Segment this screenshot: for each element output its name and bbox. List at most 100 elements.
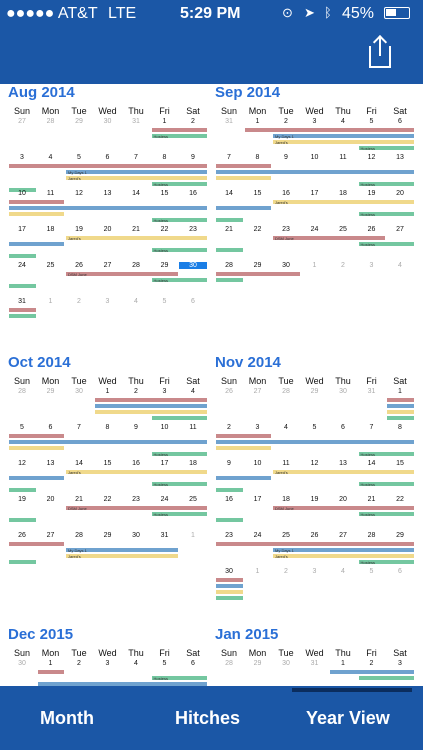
share-icon[interactable] (369, 35, 395, 70)
event-bar-red[interactable] (151, 128, 207, 132)
event-bar-yellow[interactable] (66, 554, 178, 558)
event-bar-green[interactable] (9, 284, 36, 288)
event-bar-yellow[interactable] (9, 212, 64, 216)
day-cell[interactable]: 7 (369, 424, 374, 431)
event-bar-yellow[interactable] (66, 176, 207, 180)
day-cell[interactable]: 16 (282, 190, 290, 197)
event-bar-green[interactable] (151, 512, 207, 516)
day-cell[interactable]: 28 (225, 660, 233, 667)
day-cell[interactable]: 31 (132, 118, 140, 125)
day-cell[interactable]: 29 (310, 388, 319, 395)
day-cell[interactable]: 14 (367, 460, 376, 467)
day-cell[interactable]: 27 (253, 388, 262, 395)
day-cell[interactable]: 11 (282, 460, 290, 467)
event-bar-red[interactable] (216, 272, 300, 276)
event-bar-yellow[interactable] (273, 470, 414, 474)
day-cell[interactable]: 18 (282, 496, 290, 503)
day-cell[interactable]: 30 (103, 118, 112, 125)
day-cell[interactable]: 30 (75, 388, 83, 395)
day-cell[interactable]: 29 (396, 532, 404, 539)
event-bar-red[interactable] (244, 128, 414, 132)
event-bar-red[interactable] (387, 398, 414, 402)
day-cell[interactable]: 27 (18, 118, 26, 125)
day-cell[interactable]: 22 (253, 226, 262, 233)
day-cell[interactable]: 29 (253, 660, 262, 667)
day-cell[interactable]: 31 (160, 532, 169, 539)
day-cell[interactable]: 19 (310, 496, 319, 503)
event-bar-green[interactable] (216, 596, 243, 600)
month-title[interactable]: Nov 2014 (215, 354, 281, 371)
day-cell[interactable]: 14 (132, 190, 140, 197)
day-cell[interactable]: 1 (255, 118, 260, 125)
day-cell[interactable]: 28 (75, 532, 83, 539)
event-bar-blue[interactable] (216, 206, 271, 210)
day-cell[interactable]: 5 (369, 568, 374, 575)
day-cell[interactable]: 2 (284, 568, 288, 575)
event-bar-green[interactable] (9, 518, 36, 522)
day-cell[interactable]: 28 (367, 532, 376, 539)
day-cell[interactable]: 26 (367, 226, 376, 233)
day-cell[interactable]: 3 (398, 660, 402, 667)
day-cell[interactable]: 2 (227, 424, 231, 431)
day-cell[interactable]: 6 (105, 154, 110, 161)
event-bar-yellow[interactable] (216, 590, 243, 594)
day-cell[interactable]: 6 (341, 424, 345, 431)
event-bar-blue[interactable] (330, 670, 414, 674)
event-bar-red[interactable] (94, 398, 207, 402)
day-cell[interactable]: 7 (77, 424, 81, 431)
day-cell[interactable]: 7 (227, 154, 231, 161)
event-bar-green[interactable] (151, 482, 207, 486)
day-cell[interactable]: 17 (160, 460, 169, 467)
event-bar-yellow[interactable] (387, 410, 414, 414)
day-cell[interactable]: 20 (46, 496, 55, 503)
day-cell[interactable]: 3 (369, 262, 374, 269)
day-cell[interactable]: 23 (132, 496, 140, 503)
event-bar-yellow[interactable] (66, 470, 207, 474)
event-bar-blue[interactable] (216, 584, 243, 588)
event-bar-green[interactable] (358, 146, 414, 150)
day-cell[interactable]: 1 (398, 388, 402, 395)
day-cell[interactable]: 3 (105, 660, 110, 667)
day-cell[interactable]: 1 (312, 262, 317, 269)
day-cell[interactable]: 26 (225, 388, 233, 395)
event-bar-blue[interactable] (9, 476, 64, 480)
event-bar-blue[interactable] (9, 440, 207, 444)
day-cell[interactable]: 21 (367, 496, 376, 503)
day-cell[interactable]: 20 (339, 496, 347, 503)
event-bar-green[interactable] (9, 188, 36, 192)
event-bar-green[interactable] (216, 248, 243, 252)
day-cell[interactable]: 10 (253, 460, 262, 467)
day-cell[interactable]: 29 (253, 262, 262, 269)
day-cell[interactable]: 6 (398, 568, 402, 575)
day-cell[interactable]: 2 (77, 660, 81, 667)
month-title[interactable]: Jan 2015 (215, 626, 279, 643)
event-bar-blue[interactable] (37, 682, 207, 686)
day-cell[interactable]: 31 (310, 660, 319, 667)
day-cell[interactable]: 25 (282, 532, 290, 539)
day-cell[interactable]: 27 (46, 532, 55, 539)
day-cell[interactable]: 17 (253, 496, 262, 503)
day-cell[interactable]: 1 (48, 660, 53, 667)
day-cell[interactable]: 21 (132, 226, 140, 233)
day-cell[interactable]: 4 (48, 154, 53, 161)
event-bar-green[interactable] (216, 218, 243, 222)
event-bar-blue[interactable] (273, 548, 414, 552)
day-cell[interactable]: 12 (75, 190, 83, 197)
day-cell[interactable]: 17 (310, 190, 319, 197)
day-cell[interactable]: 14 (225, 190, 233, 197)
day-cell[interactable]: 3 (312, 568, 317, 575)
day-cell[interactable]: 9 (191, 154, 195, 161)
day-cell[interactable]: 8 (255, 154, 260, 161)
day-cell[interactable]: 2 (191, 118, 195, 125)
day-cell[interactable]: 4 (341, 568, 345, 575)
day-cell[interactable]: 4 (134, 298, 138, 305)
event-bar-red[interactable] (66, 506, 207, 510)
event-bar-green[interactable] (9, 254, 36, 258)
day-cell[interactable]: 12 (367, 154, 376, 161)
day-cell[interactable]: 6 (191, 660, 195, 667)
event-bar-blue[interactable] (9, 242, 64, 246)
day-cell[interactable]: 2 (77, 298, 81, 305)
day-cell[interactable]: 10 (160, 424, 169, 431)
tab-month[interactable]: Month (40, 708, 94, 728)
day-cell[interactable]: 1 (341, 660, 345, 667)
